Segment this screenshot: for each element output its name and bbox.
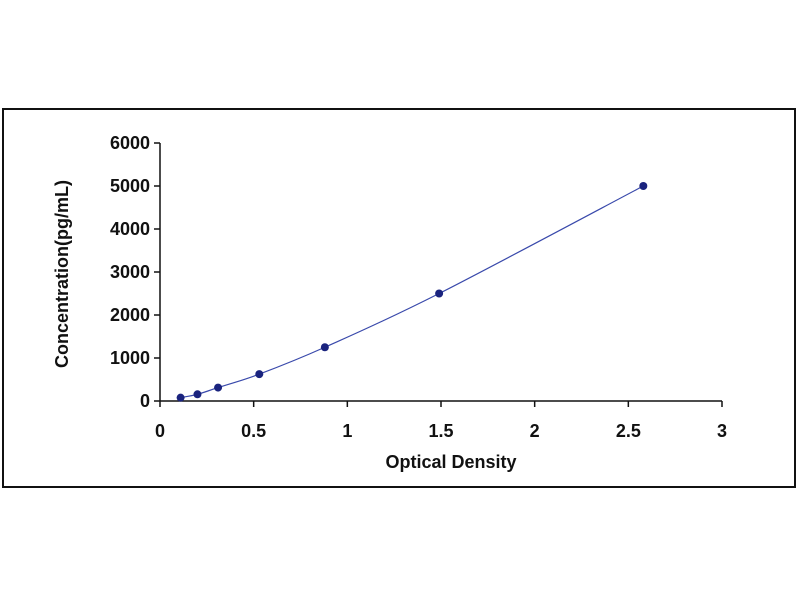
x-axis: 0 0.5 1 1.5 2 2.5 3 xyxy=(155,400,727,441)
data-point xyxy=(193,390,202,399)
data-point xyxy=(639,182,648,190)
y-axis-title: Concentration(pg/mL) xyxy=(52,180,72,368)
x-tick-label: 1.5 xyxy=(428,421,453,441)
y-axis: 0 1000 2000 3000 4000 5000 6000 xyxy=(110,133,161,411)
x-tick-label: 2.5 xyxy=(616,421,641,441)
x-tick-label: 2 xyxy=(530,421,540,441)
y-tick-label: 3000 xyxy=(110,262,150,282)
data-point xyxy=(435,289,444,298)
y-tick-label: 1000 xyxy=(110,348,150,368)
data-points xyxy=(176,182,648,402)
y-tick-label: 6000 xyxy=(110,133,150,153)
y-tick-label: 2000 xyxy=(110,305,150,325)
data-point xyxy=(320,343,329,352)
fit-curve xyxy=(180,185,644,399)
y-tick-label: 0 xyxy=(140,391,150,411)
x-tick-label: 0.5 xyxy=(241,421,266,441)
data-point xyxy=(255,370,264,379)
x-axis-title: Optical Density xyxy=(385,452,516,472)
chart-frame xyxy=(2,108,796,488)
y-tick-label: 5000 xyxy=(110,176,150,196)
y-tick-label: 4000 xyxy=(110,219,150,239)
data-point xyxy=(176,393,185,402)
data-point xyxy=(214,383,223,392)
x-tick-label: 0 xyxy=(155,421,165,441)
x-tick-label: 3 xyxy=(717,421,727,441)
x-tick-label: 1 xyxy=(342,421,352,441)
